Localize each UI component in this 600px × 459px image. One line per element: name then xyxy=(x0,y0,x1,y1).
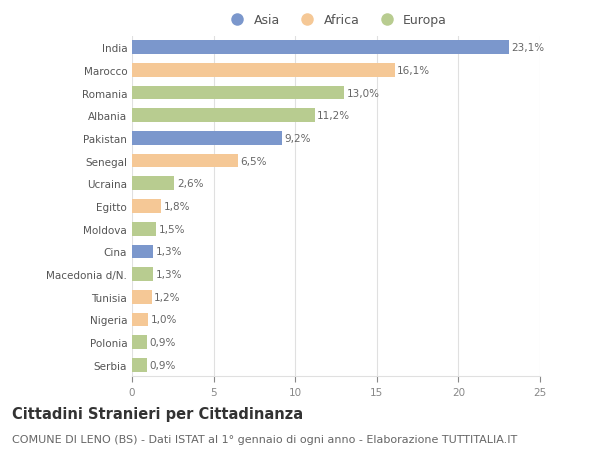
Text: 1,8%: 1,8% xyxy=(164,202,190,212)
Text: 13,0%: 13,0% xyxy=(347,88,380,98)
Text: 1,5%: 1,5% xyxy=(159,224,185,234)
Bar xyxy=(132,132,282,146)
Text: COMUNE DI LENO (BS) - Dati ISTAT al 1° gennaio di ogni anno - Elaborazione TUTTI: COMUNE DI LENO (BS) - Dati ISTAT al 1° g… xyxy=(12,434,517,444)
Text: 0,9%: 0,9% xyxy=(149,337,176,347)
Bar xyxy=(132,268,153,281)
Text: 1,0%: 1,0% xyxy=(151,315,177,325)
Text: 1,2%: 1,2% xyxy=(154,292,181,302)
Bar xyxy=(132,64,395,78)
Bar xyxy=(132,291,152,304)
Bar xyxy=(132,245,153,258)
Text: 1,3%: 1,3% xyxy=(155,269,182,280)
Text: 6,5%: 6,5% xyxy=(241,156,267,166)
Text: 0,9%: 0,9% xyxy=(149,360,176,370)
Bar xyxy=(132,177,175,190)
Text: 11,2%: 11,2% xyxy=(317,111,350,121)
Bar xyxy=(132,358,146,372)
Text: 2,6%: 2,6% xyxy=(177,179,203,189)
Bar xyxy=(132,109,315,123)
Bar xyxy=(132,313,148,326)
Bar xyxy=(132,41,509,55)
Text: 1,3%: 1,3% xyxy=(155,247,182,257)
Text: 23,1%: 23,1% xyxy=(511,43,545,53)
Text: 16,1%: 16,1% xyxy=(397,66,430,76)
Bar xyxy=(132,200,161,213)
Bar xyxy=(132,87,344,100)
Text: 9,2%: 9,2% xyxy=(284,134,311,144)
Bar xyxy=(132,336,146,349)
Bar xyxy=(132,155,238,168)
Legend: Asia, Africa, Europa: Asia, Africa, Europa xyxy=(220,9,452,32)
Text: Cittadini Stranieri per Cittadinanza: Cittadini Stranieri per Cittadinanza xyxy=(12,406,303,421)
Bar xyxy=(132,223,157,236)
